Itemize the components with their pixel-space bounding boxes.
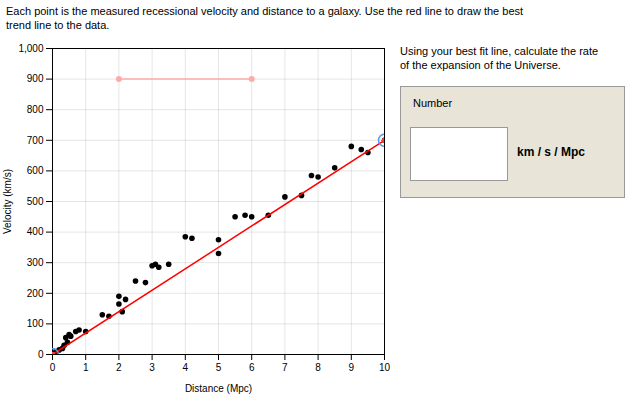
svg-text:700: 700 — [27, 135, 44, 146]
svg-text:1,000: 1,000 — [18, 43, 43, 54]
svg-text:3: 3 — [149, 362, 155, 373]
svg-text:2: 2 — [116, 362, 122, 373]
svg-text:1: 1 — [83, 362, 89, 373]
html-text:Number: Number — [413, 97, 453, 109]
svg-text:100: 100 — [27, 318, 44, 329]
svg-text:500: 500 — [27, 196, 44, 207]
svg-text:600: 600 — [27, 165, 44, 176]
svg-text:10: 10 — [379, 362, 391, 373]
svg-text:7: 7 — [282, 362, 288, 373]
svg-text:6: 6 — [249, 362, 255, 373]
svg-text:5: 5 — [216, 362, 222, 373]
svg-text:800: 800 — [27, 104, 44, 115]
svg-text:8: 8 — [315, 362, 321, 373]
svg-text:200: 200 — [27, 288, 44, 299]
svg-text:400: 400 — [27, 226, 44, 237]
svg-text:0: 0 — [38, 349, 44, 360]
svg-text:Velocity (km/s): Velocity (km/s) — [2, 169, 13, 234]
svg-text:Distance (Mpc): Distance (Mpc) — [185, 383, 252, 394]
html-text:Using your best fit line, calc: Using your best fit line, calculate the … — [400, 45, 599, 71]
svg-text:9: 9 — [349, 362, 355, 373]
svg-text:900: 900 — [27, 73, 44, 84]
html-text:km / s / Mpc: km / s / Mpc — [517, 145, 585, 159]
svg-text:300: 300 — [27, 257, 44, 268]
svg-text:0: 0 — [50, 362, 56, 373]
html-text:trend line to the data.: trend line to the data. — [6, 19, 110, 31]
svg-text:4: 4 — [183, 362, 189, 373]
html-text:Each point is the measured rec: Each point is the measured recessional v… — [6, 5, 524, 17]
